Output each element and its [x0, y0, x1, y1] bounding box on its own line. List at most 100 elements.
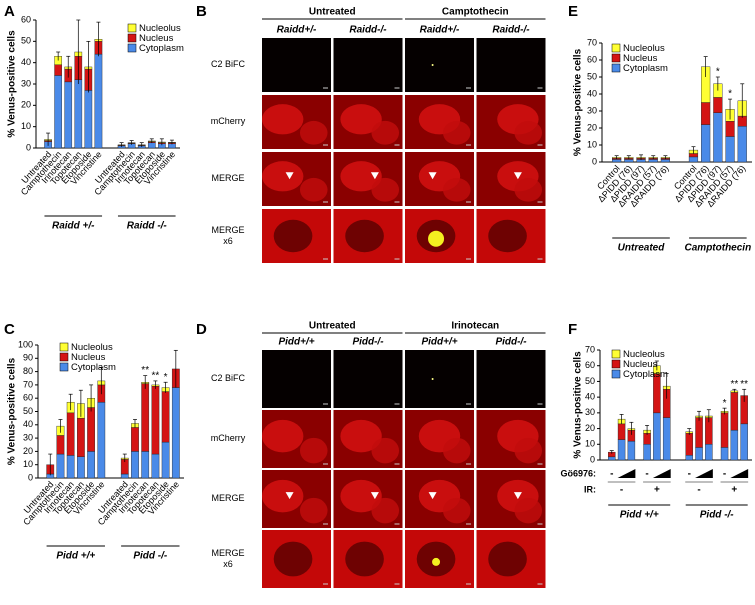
dose-triangle — [695, 469, 713, 478]
bar-segment — [643, 433, 651, 445]
y-tick-label: 20 — [21, 100, 31, 110]
legend-label: Cytoplasm — [623, 369, 668, 380]
legend-swatch — [59, 362, 69, 372]
cell-blob — [340, 104, 382, 135]
bar-segment — [131, 451, 139, 479]
y-tick-label: 70 — [23, 379, 33, 389]
panel-label: B — [196, 3, 207, 20]
significance: * — [728, 89, 732, 100]
legend-swatch — [611, 369, 621, 379]
legend-label: Cytoplasm — [139, 43, 184, 54]
cell-blob — [371, 437, 400, 464]
error-bar — [742, 388, 747, 402]
bar-segment — [662, 417, 671, 461]
nucleus-dark — [345, 541, 384, 577]
significance: ** — [152, 371, 160, 382]
genotype-label: Pidd+/+ — [278, 337, 314, 348]
bar-segment — [608, 456, 616, 461]
error-bar — [68, 393, 73, 411]
micrograph-bg — [333, 38, 403, 92]
bar-segment — [612, 159, 622, 163]
legend-label: Cytoplasm — [623, 63, 668, 74]
row-label: MERGE — [211, 493, 245, 503]
legend-label: Cytoplasm — [71, 362, 116, 373]
condition-label: IR: — [584, 484, 596, 494]
bar-segment — [701, 124, 711, 163]
error-bar — [697, 410, 702, 421]
y-axis-label: % Venus-positive cells — [7, 30, 18, 138]
bar-segment — [660, 159, 671, 163]
bar-segment — [84, 90, 93, 149]
error-bar — [143, 375, 148, 389]
condition-entry: + — [654, 485, 660, 496]
y-axis-label: % Venus-positive cells — [573, 48, 584, 156]
cell-blob — [299, 437, 328, 464]
micrograph — [476, 350, 546, 408]
y-tick-label: 40 — [23, 419, 33, 429]
nucleus-dark — [345, 219, 384, 253]
error-bar — [89, 384, 94, 412]
arrowhead — [370, 492, 379, 500]
venus-speck — [431, 64, 434, 66]
significance: * — [716, 67, 720, 78]
panel-label: A — [4, 3, 15, 20]
micrograph-bg — [262, 38, 331, 92]
y-tick-label: 60 — [23, 393, 33, 403]
cell-blob — [262, 104, 304, 135]
nucleus-dark — [273, 541, 313, 577]
bar-segment — [740, 423, 748, 461]
panel-label: D — [196, 321, 207, 338]
micrograph — [262, 152, 331, 206]
y-tick-label: 0 — [28, 472, 33, 482]
micrograph — [476, 470, 546, 528]
error-bar — [626, 155, 631, 160]
cell-blob — [371, 120, 400, 145]
panel-label: F — [568, 321, 577, 338]
legend-swatch — [611, 53, 621, 63]
condition-entry: - — [610, 469, 613, 480]
significance: ** — [730, 379, 738, 390]
micrograph-bg — [476, 350, 546, 408]
y-tick-label: 50 — [587, 71, 597, 81]
condition-entry: - — [645, 469, 648, 480]
arrowhead — [428, 492, 437, 500]
y-tick-label: 50 — [585, 376, 595, 386]
error-bar — [122, 453, 127, 463]
cell-blob — [262, 161, 304, 192]
micrograph — [262, 95, 331, 149]
micrograph — [476, 209, 546, 263]
error-bar — [86, 40, 91, 93]
significance: ** — [740, 379, 748, 390]
cell-blob — [262, 419, 304, 453]
error-bar — [132, 419, 137, 428]
row-label: C2 BiFC — [210, 373, 245, 383]
bar-segment — [161, 391, 170, 443]
y-tick-label: 0 — [592, 156, 597, 166]
micrograph-bg — [333, 350, 403, 408]
bar-segment — [685, 433, 693, 456]
cell-blob — [340, 161, 382, 192]
arrowhead — [513, 172, 522, 180]
error-bar — [740, 83, 745, 118]
micrograph — [333, 38, 403, 92]
y-tick-label: 0 — [26, 142, 31, 152]
cell-blob — [442, 120, 471, 145]
y-tick-label: 90 — [23, 353, 33, 363]
y-tick-label: 10 — [587, 139, 597, 149]
genotype-label: Pidd-/- — [495, 337, 527, 348]
legend-label: Nucleolus — [623, 43, 665, 54]
bar-segment — [87, 451, 95, 479]
bar-segment — [87, 407, 95, 452]
y-tick-label: 80 — [23, 366, 33, 376]
y-tick-label: 60 — [21, 14, 31, 24]
legend-swatch — [611, 63, 621, 73]
micrograph — [262, 410, 331, 468]
cell-blob — [514, 177, 543, 202]
nucleus-dark — [273, 219, 313, 253]
y-tick-label: 10 — [21, 121, 31, 131]
error-bar — [48, 453, 53, 476]
y-tick-label: 20 — [587, 122, 597, 132]
y-tick-label: 30 — [23, 432, 33, 442]
error-bar — [96, 21, 101, 57]
genotype-label: Pidd+/+ — [421, 337, 457, 348]
